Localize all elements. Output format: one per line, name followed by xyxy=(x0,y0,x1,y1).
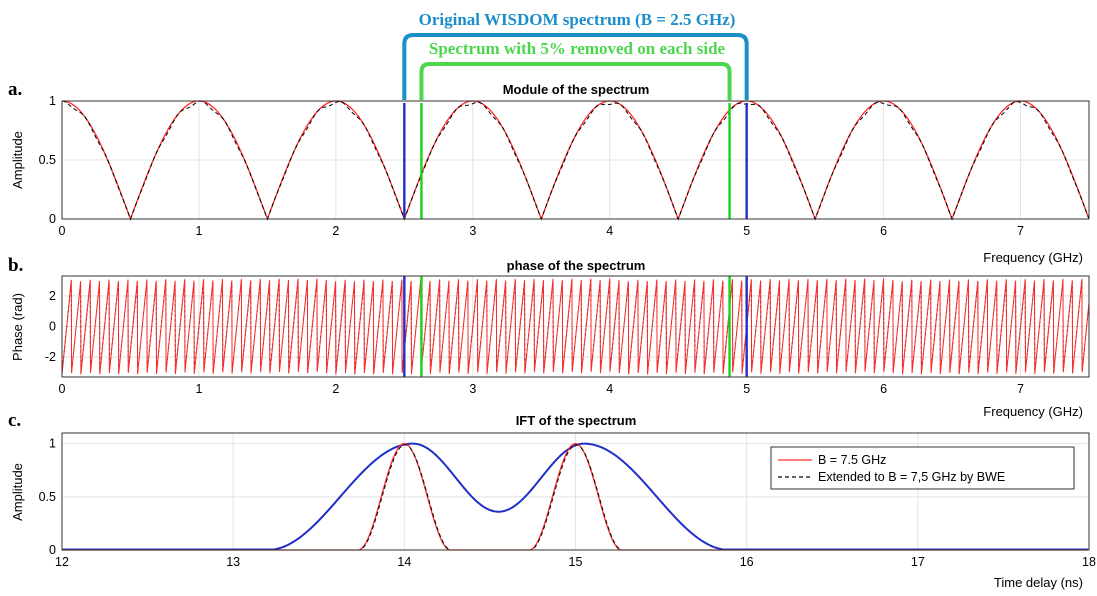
annotation-original-text: Original WISDOM spectrum (B = 2.5 GHz) xyxy=(419,10,736,29)
panel-b-grid xyxy=(61,276,1089,377)
panel-a-axes-box xyxy=(61,100,1090,220)
xtick-label: 17 xyxy=(911,555,925,569)
xtick-label: 16 xyxy=(740,555,754,569)
ytick-label: 0 xyxy=(49,543,56,557)
xtick-label: 14 xyxy=(397,555,411,569)
xtick-label: 4 xyxy=(606,382,613,396)
panel-b-title: phase of the spectrum xyxy=(507,258,646,273)
panel-c-xlabel: Time delay (ns) xyxy=(994,575,1083,590)
panel-c-ift: c. IFT of the spectrum Amplitude Time de… xyxy=(8,410,1096,590)
panel-c-title: IFT of the spectrum xyxy=(516,413,637,428)
panel-a-series xyxy=(61,100,1090,221)
legend-label-bwe: Extended to B = 7,5 GHz by BWE xyxy=(818,470,1005,484)
legend-label-b75: B = 7.5 GHz xyxy=(818,453,886,467)
panel-c-letter: c. xyxy=(8,410,21,431)
series-b75-phase xyxy=(61,278,1090,375)
panel-b-xlabel: Frequency (GHz) xyxy=(983,404,1083,419)
xtick-label: 5 xyxy=(743,224,750,238)
ytick-label: 0 xyxy=(49,320,56,334)
xtick-label: 13 xyxy=(226,555,240,569)
panel-c-legend: B = 7.5 GHz Extended to B = 7,5 GHz by B… xyxy=(770,446,1075,490)
panel-c-ylabel: Amplitude xyxy=(10,463,25,521)
xtick-label: 0 xyxy=(59,224,66,238)
panel-b-letter: b. xyxy=(8,255,23,276)
panel-a-module: a. Module of the spectrum Amplitude Freq… xyxy=(8,79,1090,265)
panel-c-axes-box xyxy=(61,432,1090,551)
annotation-removed-bracket xyxy=(419,62,732,100)
panel-b-phase: b. phase of the spectrum Phase (rad) Fre… xyxy=(8,255,1090,419)
annotation-removed-text: Spectrum with 5% removed on each side xyxy=(429,39,726,58)
ytick-label: 0.5 xyxy=(39,153,56,167)
xtick-label: 1 xyxy=(195,224,202,238)
xtick-label: 2 xyxy=(332,224,339,238)
ytick-label: 0.5 xyxy=(39,490,56,504)
panel-a-xlabel: Frequency (GHz) xyxy=(983,250,1083,265)
panel-a-ylabel: Amplitude xyxy=(10,131,25,189)
panel-b-ylabel: Phase (rad) xyxy=(10,293,25,361)
ytick-label: -2 xyxy=(45,350,56,364)
panel-c-ticks: 12 13 14 15 16 17 18 0 0.5 1 xyxy=(39,437,1096,569)
annotation-original-bracket xyxy=(402,33,749,100)
xtick-label: 12 xyxy=(55,555,69,569)
panel-b-ticks: 0 1 2 3 4 5 6 7 -2 0 2 xyxy=(45,289,1024,396)
series-bwe-module xyxy=(61,100,1090,221)
xtick-label: 2 xyxy=(332,382,339,396)
panel-b-series xyxy=(61,276,1090,377)
xtick-label: 3 xyxy=(469,382,476,396)
ytick-label: 1 xyxy=(49,94,56,108)
legend-box xyxy=(770,446,1075,490)
ytick-label: 1 xyxy=(49,437,56,451)
xtick-label: 3 xyxy=(469,224,476,238)
xtick-label: 5 xyxy=(743,382,750,396)
xtick-label: 4 xyxy=(606,224,613,238)
xtick-label: 1 xyxy=(195,382,202,396)
panel-a-title: Module of the spectrum xyxy=(503,82,650,97)
ytick-label: 2 xyxy=(49,289,56,303)
xtick-label: 6 xyxy=(880,382,887,396)
panel-a-grid xyxy=(61,100,1089,220)
xtick-label: 6 xyxy=(880,224,887,238)
panel-a-letter: a. xyxy=(8,79,22,100)
ytick-label: 0 xyxy=(49,212,56,226)
xtick-label: 15 xyxy=(569,555,583,569)
panel-a-ticks: 0 1 2 3 4 5 6 7 0 0.5 1 xyxy=(39,94,1024,238)
xtick-label: 7 xyxy=(1017,382,1024,396)
xtick-label: 0 xyxy=(59,382,66,396)
panel-b-axes-box xyxy=(61,275,1090,378)
xtick-label: 7 xyxy=(1017,224,1024,238)
xtick-label: 18 xyxy=(1082,555,1096,569)
